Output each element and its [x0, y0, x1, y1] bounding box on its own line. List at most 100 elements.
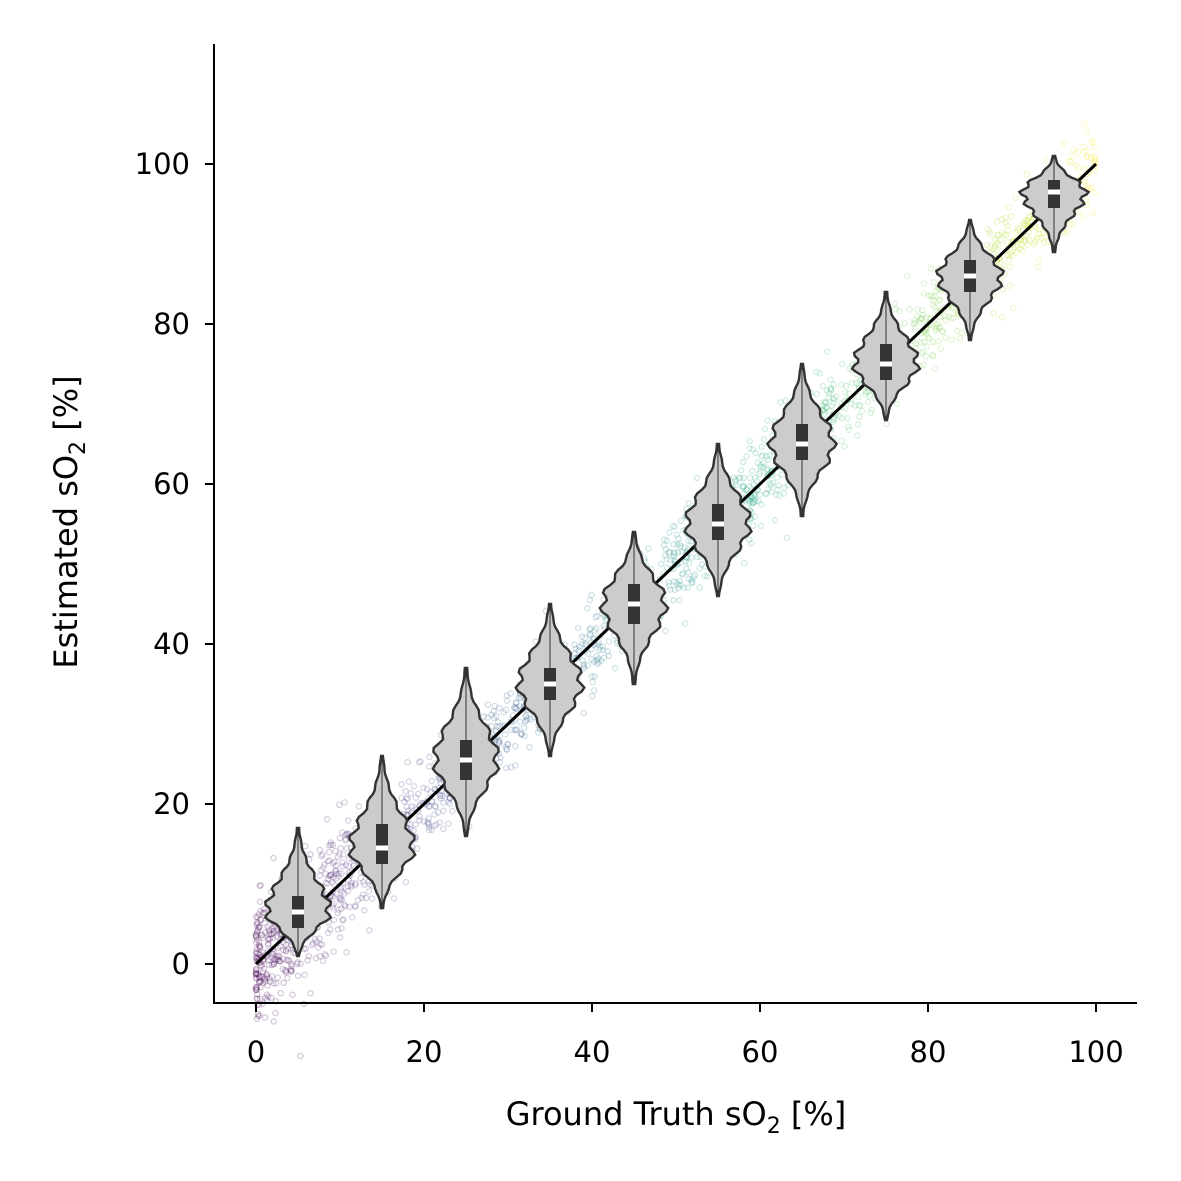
scatter-point	[755, 470, 763, 478]
scatter-point	[920, 280, 928, 287]
scatter-point	[253, 983, 261, 991]
scatter-point	[488, 711, 495, 719]
scatter-point	[821, 411, 828, 418]
scatter-point	[252, 948, 260, 956]
scatter-point	[512, 705, 520, 712]
scatter-point	[511, 704, 518, 711]
scatter-point	[605, 638, 613, 645]
scatter-point	[496, 737, 503, 744]
scatter-point	[595, 639, 602, 646]
scatter-point	[332, 875, 340, 882]
scatter-point	[449, 807, 456, 815]
scatter-point	[518, 731, 525, 738]
scatter-point	[1005, 227, 1012, 234]
scatter-point	[342, 831, 349, 839]
scatter-point	[590, 687, 598, 694]
scatter-point	[513, 699, 520, 706]
scatter-point	[993, 246, 1001, 254]
scatter-point	[294, 959, 301, 966]
scatter-point	[273, 953, 281, 960]
scatter-point	[484, 701, 492, 708]
scatter-point	[773, 491, 780, 499]
scatter-point	[496, 759, 504, 766]
scatter-point	[773, 474, 781, 481]
scatter-point	[932, 327, 939, 334]
x-tick-label: 20	[406, 1035, 443, 1069]
scatter-point	[500, 709, 508, 716]
scatter-point	[929, 352, 936, 359]
scatter-point	[594, 641, 601, 648]
scatter-point	[259, 968, 267, 976]
scatter-point	[930, 297, 937, 304]
scatter-point	[276, 942, 284, 950]
scatter-point	[1024, 218, 1032, 225]
scatter-point	[906, 306, 913, 313]
scatter-point	[813, 368, 820, 376]
scatter-point	[845, 426, 853, 434]
scatter-point	[320, 864, 327, 871]
scatter-point	[681, 544, 688, 551]
scatter-point	[827, 384, 835, 392]
scatter-point	[824, 348, 831, 355]
scatter-point	[841, 443, 848, 450]
scatter-point	[688, 578, 695, 586]
scatter-point	[1009, 246, 1017, 254]
scatter-point	[495, 738, 502, 745]
scatter-point	[845, 390, 853, 398]
scatter-point	[923, 330, 931, 337]
scatter-point	[830, 410, 837, 417]
scatter-point	[604, 647, 611, 655]
scatter-point	[336, 801, 343, 809]
scatter-point	[350, 861, 358, 868]
scatter-point	[862, 388, 870, 396]
scatter-point	[682, 558, 689, 565]
scatter-point	[259, 973, 267, 981]
scatter-point	[853, 432, 861, 439]
scatter-point	[746, 474, 754, 482]
scatter-point	[317, 866, 325, 874]
scatter-point	[1039, 230, 1047, 237]
scatter-point	[327, 871, 335, 879]
scatter-point	[821, 398, 828, 406]
scatter-point	[416, 817, 423, 824]
scatter-point	[282, 967, 290, 975]
scatter-point	[1001, 231, 1008, 239]
scatter-point	[1007, 250, 1014, 257]
scatter-point	[1088, 137, 1096, 144]
scatter-point	[842, 405, 849, 412]
scatter-point	[270, 1018, 277, 1025]
scatter-point	[361, 881, 368, 888]
scatter-point	[253, 965, 260, 973]
scatter-point	[338, 829, 346, 836]
scatter-point	[491, 733, 499, 740]
scatter-point	[266, 927, 273, 935]
scatter-point	[252, 968, 260, 975]
scatter-point	[425, 820, 432, 828]
scatter-point	[1022, 217, 1029, 224]
scatter-point	[431, 811, 438, 818]
scatter-point	[254, 970, 261, 978]
scatter-point	[446, 795, 453, 802]
scatter-point	[675, 535, 682, 542]
scatter-point	[252, 939, 260, 946]
scatter-point	[322, 870, 329, 878]
scatter-point	[253, 929, 260, 937]
scatter-point	[743, 452, 750, 460]
scatter-point	[757, 522, 765, 530]
scatter-point	[751, 492, 759, 500]
scatter-point	[347, 881, 354, 889]
scatter-point	[857, 402, 864, 409]
scatter-point	[274, 974, 282, 981]
scatter-point	[256, 898, 264, 906]
scatter-point	[599, 646, 607, 654]
scatter-point	[933, 323, 940, 330]
scatter-point	[574, 624, 582, 632]
scatter-point	[507, 726, 515, 734]
scatter-point	[1005, 256, 1013, 264]
scatter-point	[935, 338, 942, 345]
scatter-point	[256, 944, 264, 952]
scatter-point	[737, 467, 745, 474]
scatter-point	[1008, 241, 1015, 248]
scatter-point	[588, 591, 595, 599]
scatter-point	[398, 794, 405, 802]
